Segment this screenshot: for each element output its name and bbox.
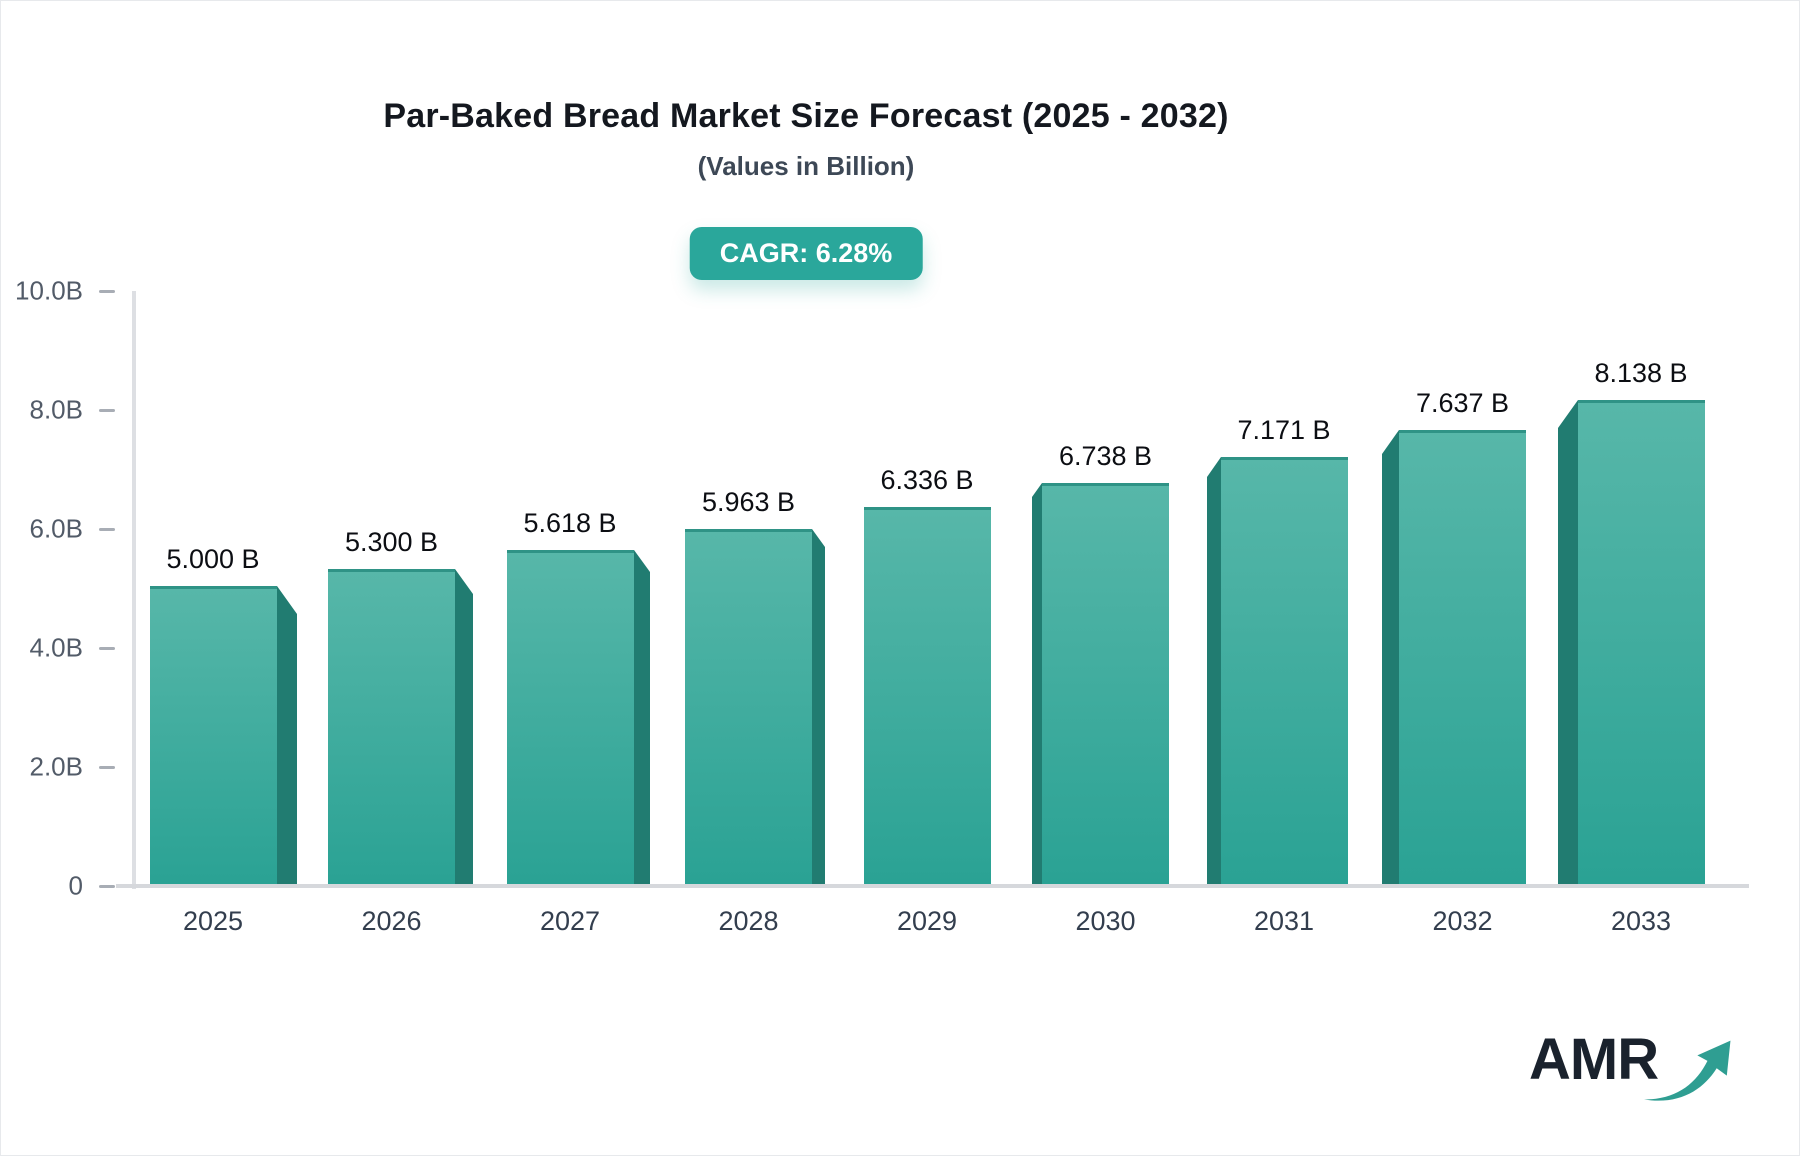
bar-2032: [1399, 430, 1526, 884]
bar-side-2033: [1558, 400, 1578, 884]
chart-subtitle: (Values in Billion): [697, 151, 915, 181]
page-title: Par-Baked Bread Market Size Forecast (20…: [383, 97, 1229, 135]
bar-value-label-2028: 5.963 B: [701, 487, 796, 517]
amr-logo-text: AMR: [1529, 1027, 1659, 1092]
x-axis-label-2028: 2028: [718, 906, 779, 936]
y-axis-tick-label: 10.0B: [15, 275, 83, 306]
y-axis-tick: [99, 528, 115, 531]
bar-value-label-2029: 6.336 B: [880, 465, 974, 495]
bar-2026: [328, 569, 455, 884]
y-axis-tick-label: 0: [68, 870, 83, 901]
bar-side-2031: [1207, 457, 1221, 884]
y-axis-line: [132, 291, 136, 889]
x-axis-label-2027: 2027: [539, 906, 601, 936]
bar-side-2026: [455, 569, 473, 884]
bar-side-2032: [1382, 430, 1399, 884]
x-axis-line: [116, 884, 1749, 888]
y-axis-tick: [99, 290, 115, 293]
x-axis-label-2025: 2025: [182, 906, 244, 936]
bar-2030: [1042, 483, 1169, 884]
x-axis-label-2032: 2032: [1432, 906, 1493, 936]
bar-side-2025: [277, 586, 297, 884]
bar-side-2030: [1032, 483, 1042, 884]
bar-2027: [507, 550, 634, 884]
x-axis-label-2029: 2029: [896, 906, 958, 936]
x-axis-label-2033: 2033: [1610, 906, 1672, 936]
bar-value-label-2030: 6.738 B: [1058, 441, 1153, 471]
bar-2025: [150, 586, 277, 884]
bar-2028: [685, 529, 812, 884]
bar-value-label-2032: 7.637 B: [1415, 388, 1510, 418]
bar-2029: [864, 507, 991, 884]
bar-value-label-2027: 5.618 B: [523, 508, 617, 538]
bar-value-label-2031: 7.171 B: [1237, 415, 1331, 445]
bar-2033: [1578, 400, 1705, 884]
bar-side-2027: [634, 550, 650, 884]
bar-2031: [1221, 457, 1348, 884]
y-axis-tick: [99, 766, 115, 769]
y-axis-tick: [99, 647, 115, 650]
bar-value-label-2026: 5.300 B: [344, 527, 439, 557]
bar-side-2028: [812, 529, 825, 884]
bar-value-label-2033: 8.138 B: [1594, 358, 1688, 388]
x-axis-label-2031: 2031: [1253, 906, 1315, 936]
amr-logo: AMR: [1529, 1031, 1736, 1109]
bar-value-label-2025: 5.000 B: [166, 544, 260, 574]
y-axis-tick: [99, 885, 115, 888]
trend-arrow-icon: [1644, 1040, 1731, 1101]
x-axis-label-2026: 2026: [361, 906, 422, 936]
y-axis-tick: [99, 409, 115, 412]
y-axis-tick-label: 4.0B: [29, 632, 84, 663]
cagr-badge: CAGR: 6.28%: [689, 227, 923, 280]
x-axis-label-2030: 2030: [1075, 906, 1136, 936]
y-axis-tick-label: 6.0B: [29, 513, 84, 544]
y-axis-tick-label: 2.0B: [29, 751, 84, 782]
y-axis-tick-label: 8.0B: [29, 394, 84, 425]
